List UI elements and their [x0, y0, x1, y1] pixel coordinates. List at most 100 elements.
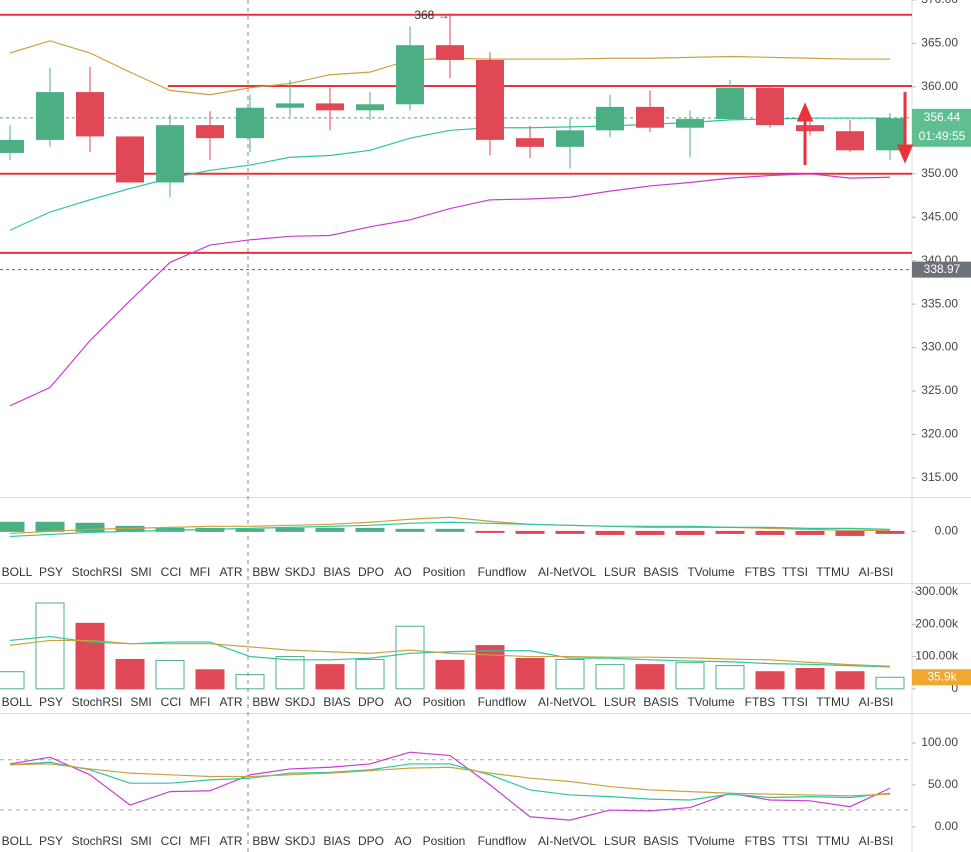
indicator-button[interactable]: PSY	[39, 565, 63, 579]
bar	[315, 664, 345, 690]
indicator-button[interactable]: DPO	[358, 834, 384, 848]
last-volume-box	[912, 669, 971, 686]
indicator-button[interactable]: ATR	[219, 565, 242, 579]
indicator-button[interactable]: AI-NetVOL	[538, 565, 596, 579]
indicator-button[interactable]: SKDJ	[285, 695, 316, 709]
bar	[355, 658, 385, 690]
indicator-button[interactable]: CCI	[161, 695, 182, 709]
indicator-button[interactable]: AI-BSI	[859, 834, 894, 848]
indicator-line	[9, 521, 891, 538]
bar	[795, 667, 825, 690]
indicator-button[interactable]: MFI	[190, 695, 211, 709]
candle-body	[476, 59, 504, 140]
indicator-button[interactable]: TTMU	[816, 834, 849, 848]
indicator-button[interactable]: DPO	[358, 565, 384, 579]
indicator-button[interactable]: BIAS	[323, 565, 350, 579]
indicator-button[interactable]: BASIS	[643, 834, 678, 848]
indicator-button[interactable]: AO	[394, 834, 411, 848]
bar	[395, 625, 425, 690]
indicator-button[interactable]: Position	[423, 565, 466, 579]
indicator-button[interactable]: Position	[423, 834, 466, 848]
indicator-button[interactable]: TTSI	[782, 834, 808, 848]
indicator-button[interactable]: BIAS	[323, 834, 350, 848]
bar	[315, 527, 345, 532]
indicator-button[interactable]: ATR	[219, 834, 242, 848]
indicator-button[interactable]: AI-BSI	[859, 565, 894, 579]
indicator-button[interactable]: LSUR	[604, 834, 636, 848]
y-tick-label: 350.00	[921, 166, 958, 180]
indicator-button[interactable]: SMI	[130, 565, 151, 579]
candle-body	[676, 119, 704, 128]
indicator-button[interactable]: AI-NetVOL	[538, 834, 596, 848]
y-tick-label: 335.00	[921, 296, 958, 310]
indicator-button[interactable]: PSY	[39, 834, 63, 848]
indicator-button[interactable]: BOLL	[2, 695, 33, 709]
marker-box	[912, 261, 971, 278]
indicator-button[interactable]: Fundflow	[478, 834, 527, 848]
indicator-button[interactable]: AI-NetVOL	[538, 695, 596, 709]
indicator-button[interactable]: SMI	[130, 695, 151, 709]
up-arrow	[796, 102, 814, 165]
indicator-button[interactable]: BIAS	[323, 695, 350, 709]
indicator-button[interactable]: LSUR	[604, 695, 636, 709]
indicator-button[interactable]: TVolume	[687, 695, 735, 709]
indicator-button[interactable]: AI-BSI	[859, 695, 894, 709]
y-tick-label: 365.00	[921, 36, 958, 50]
indicator-button[interactable]: BBW	[252, 695, 280, 709]
indicator-button[interactable]: FTBS	[745, 695, 776, 709]
indicator-button[interactable]: MFI	[190, 834, 211, 848]
indicator-button[interactable]: FTBS	[745, 565, 776, 579]
indicator-button[interactable]: StochRSI	[72, 695, 123, 709]
indicator-button[interactable]: MFI	[190, 565, 211, 579]
y-tick-label: 0	[951, 681, 958, 695]
indicator-button[interactable]: BASIS	[643, 565, 678, 579]
indicator-button[interactable]: BOLL	[2, 565, 33, 579]
indicator-button[interactable]: BBW	[252, 834, 280, 848]
indicator-button[interactable]: TVolume	[687, 834, 735, 848]
y-tick-label: 325.00	[921, 383, 958, 397]
y-tick-label: 0.00	[935, 819, 959, 833]
marker-label: 338.97	[924, 262, 961, 276]
bar	[75, 522, 105, 532]
indicator-button[interactable]: Position	[423, 695, 466, 709]
candle-body	[116, 136, 144, 183]
indicator-button[interactable]: AO	[394, 565, 411, 579]
indicator-button[interactable]: SMI	[130, 834, 151, 848]
candle-body	[436, 45, 464, 60]
indicator-button[interactable]: TTMU	[816, 695, 849, 709]
indicator-button[interactable]: ATR	[219, 695, 242, 709]
bar	[235, 528, 265, 532]
indicator-button[interactable]: CCI	[161, 834, 182, 848]
indicator-button[interactable]: StochRSI	[72, 834, 123, 848]
indicator-button[interactable]: FTBS	[745, 834, 776, 848]
candle-body	[0, 139, 24, 153]
indicator-button[interactable]: CCI	[161, 565, 182, 579]
indicator-button[interactable]: BASIS	[643, 695, 678, 709]
indicator-button[interactable]: StochRSI	[72, 565, 123, 579]
indicator-button[interactable]: LSUR	[604, 565, 636, 579]
indicator-button[interactable]: Fundflow	[478, 695, 527, 709]
indicator-button[interactable]: SKDJ	[285, 565, 316, 579]
indicator-button[interactable]: AO	[394, 695, 411, 709]
bar	[795, 530, 825, 535]
indicator-button[interactable]: Fundflow	[478, 565, 527, 579]
bar	[35, 602, 65, 690]
bar	[875, 676, 905, 690]
indicator-button[interactable]: TVolume	[687, 565, 735, 579]
indicator-button[interactable]: TTSI	[782, 565, 808, 579]
last-price-label: 356.44	[924, 110, 961, 124]
indicator-button[interactable]: DPO	[358, 695, 384, 709]
candle-body	[316, 103, 344, 111]
indicator-button[interactable]: BBW	[252, 565, 280, 579]
y-tick-label: 300.00k	[915, 584, 959, 598]
candle-body	[836, 131, 864, 151]
indicator-button[interactable]: SKDJ	[285, 834, 316, 848]
indicator-button[interactable]: PSY	[39, 695, 63, 709]
indicator-button[interactable]: TTMU	[816, 565, 849, 579]
indicator-line	[9, 635, 891, 668]
indicator-button[interactable]: TTSI	[782, 695, 808, 709]
indicator-button[interactable]: BOLL	[2, 834, 33, 848]
bar	[555, 658, 585, 690]
